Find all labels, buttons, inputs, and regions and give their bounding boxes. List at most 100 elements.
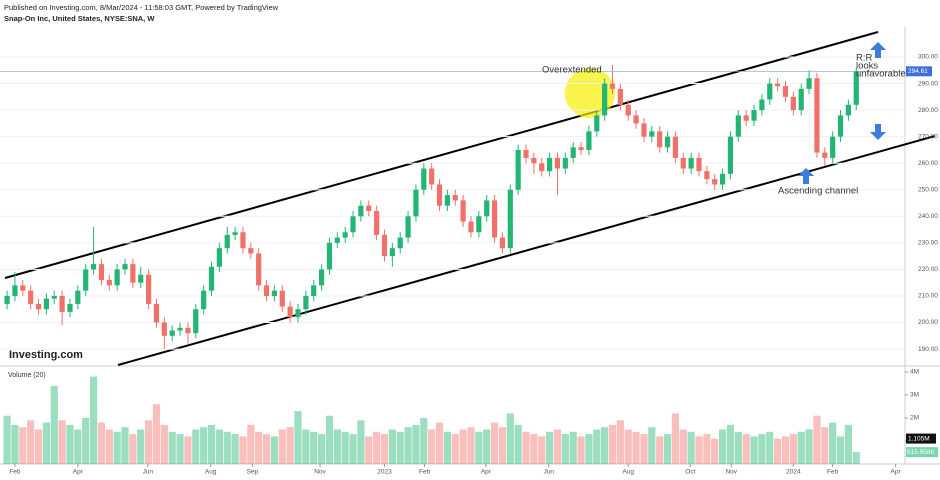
volume-last-label: 515.958K [907, 449, 935, 456]
volume-bar [546, 431, 554, 464]
candle-body [287, 306, 293, 318]
x-tick-label: Aug [622, 469, 634, 476]
volume-bar [459, 429, 467, 464]
volume-bar [19, 427, 27, 464]
candle-body [751, 110, 757, 121]
last-price-label: 294.61 [908, 68, 928, 75]
volume-bar [695, 436, 703, 464]
x-tick-label: Nov [725, 469, 737, 476]
y-tick-label: 190.00 [918, 346, 938, 353]
candle-body [153, 303, 160, 323]
symbol-title: Snap-On Inc, United States, NYSE:SNA, W [4, 14, 155, 23]
volume-bar [341, 431, 349, 464]
candle-body [767, 83, 773, 100]
candle-body [20, 285, 26, 291]
volume-bar [844, 424, 852, 464]
volume-bar [506, 413, 514, 464]
y-tick-label: 270.00 [918, 133, 938, 140]
volume-bar [129, 434, 137, 464]
candle-body [562, 157, 568, 169]
volume-bar [262, 434, 271, 464]
x-tick-label: Sep [247, 469, 259, 476]
candle-body [688, 157, 694, 169]
candle-body [232, 232, 238, 235]
volume-bar [475, 431, 483, 464]
candle-body [374, 211, 380, 235]
candle-body [193, 309, 199, 334]
volume-bar [451, 434, 459, 464]
candle-body [90, 264, 97, 270]
volume-bar [428, 429, 436, 464]
candle-body [28, 290, 34, 304]
volume-bar [498, 427, 507, 464]
candle-body [122, 264, 128, 270]
volume-bar [168, 431, 176, 464]
x-tick-label: Jun [544, 469, 555, 476]
volume-bar [160, 424, 168, 464]
y-tick-label: 300.00 [918, 54, 938, 61]
volume-bar [74, 429, 82, 464]
candle-body [460, 200, 466, 222]
x-tick-label: Apr [73, 469, 84, 476]
candle-body [75, 290, 81, 304]
volume-bar [349, 434, 357, 464]
candle-body [413, 189, 419, 217]
candle-body [570, 147, 576, 158]
y-tick-label: 290.00 [918, 80, 938, 87]
x-tick-label: Apr [481, 469, 492, 476]
volume-bar [742, 434, 750, 464]
volume-bar [231, 434, 239, 464]
volume-bar [805, 429, 813, 464]
volume-bar [396, 431, 404, 464]
volume-bar [50, 385, 58, 464]
volume-last-box [906, 447, 938, 458]
candle-body [67, 303, 73, 312]
volume-bar [750, 436, 758, 464]
volume-bar [836, 436, 845, 464]
volume-bar [420, 418, 428, 464]
annotation: Overextended [542, 65, 602, 76]
volume-bar [553, 429, 562, 464]
volume-bar [317, 434, 326, 464]
candle-body [169, 330, 175, 336]
v-tick-label: 4M [910, 369, 919, 376]
candle-body [311, 285, 317, 296]
candle-body [429, 168, 435, 185]
candle-body [342, 232, 348, 238]
candle-body [814, 78, 820, 153]
y-tick-label: 220.00 [918, 266, 938, 273]
arrow-down [870, 124, 886, 140]
volume-bar [530, 434, 538, 464]
candle-body [35, 303, 42, 310]
candle-body [782, 86, 789, 97]
volume-bar [711, 438, 719, 464]
candle-body [499, 237, 506, 249]
candle-body [719, 173, 726, 185]
volume-bar [215, 429, 223, 464]
volume-bar [601, 427, 609, 464]
candle-body [185, 327, 191, 334]
candle-body [845, 104, 851, 116]
candle-body [208, 266, 215, 291]
volume-bar [310, 431, 318, 464]
volume-bar [286, 427, 294, 464]
candle-body [491, 200, 498, 238]
x-tick-label: Feb [9, 469, 21, 476]
annotation: unfavorable [856, 69, 906, 80]
volume-bar [152, 404, 161, 464]
candle-body [51, 295, 57, 299]
x-tick-label: 2024 [786, 469, 801, 476]
candle-body [248, 248, 254, 254]
candle-body [201, 290, 207, 310]
volume-bar [679, 429, 687, 464]
candle-body [547, 157, 553, 172]
volume-bar [58, 420, 66, 464]
channel-lower [117, 135, 936, 366]
candle-body [515, 149, 521, 190]
volume-ma-box [906, 433, 936, 444]
candle-body [4, 295, 10, 304]
arrow-up [798, 168, 814, 184]
volume-bar [734, 431, 742, 464]
logo: Investing.com [9, 349, 83, 361]
